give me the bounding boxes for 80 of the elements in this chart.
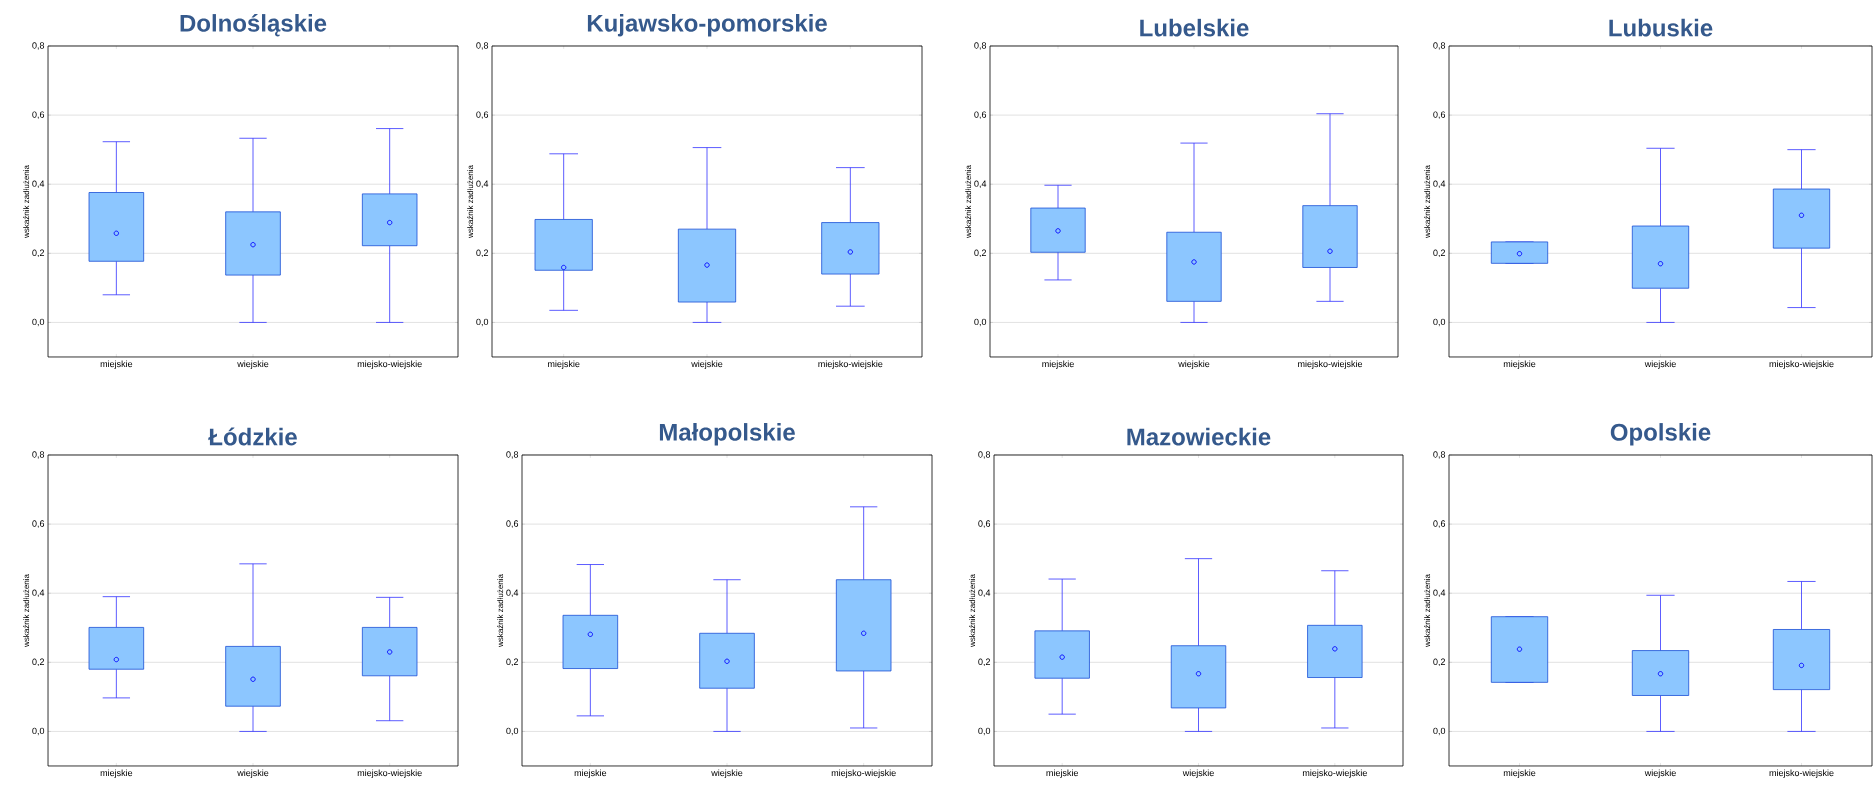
y-tick-label: 0,2 [506, 658, 519, 667]
y-axis-title: wskaźnik zadłużenia [23, 165, 30, 238]
x-tick-label: miejsko-wiejskie [1298, 360, 1363, 369]
y-tick-label: 0,0 [506, 727, 519, 736]
x-tick-label: wiejskie [1644, 360, 1676, 369]
x-tick-label: miejsko-wiejskie [1769, 769, 1834, 778]
y-tick-label: 0,8 [1433, 42, 1446, 50]
y-tick-label: 0,8 [974, 42, 987, 50]
y-tick-label: 0,6 [1433, 111, 1446, 119]
x-tick-label: miejskie [1046, 769, 1079, 778]
x-tick-label: miejskie [100, 360, 133, 369]
y-tick-label: 0,4 [1433, 180, 1446, 188]
y-tick-label: 0,4 [476, 180, 489, 188]
y-tick-label: 0,0 [32, 727, 45, 736]
y-tick-label: 0,0 [974, 318, 987, 327]
y-tick-label: 0,0 [978, 727, 991, 736]
y-tick-label: 0,8 [32, 451, 45, 459]
y-tick-label: 0,8 [476, 42, 489, 50]
y-axis-title: wskaźnik zadłużenia [497, 574, 504, 647]
x-tick-label: miejskie [574, 769, 607, 778]
y-axis-title: wskaźnik zadłużenia [467, 165, 474, 238]
x-tick-label: wiejskie [1644, 769, 1676, 778]
y-tick-label: 0,4 [974, 180, 987, 188]
y-axis-title: wskaźnik zadłużenia [1424, 574, 1431, 647]
chart-title: Lubuskie [1609, 18, 1713, 37]
x-tick-label: wiejskie [237, 769, 269, 778]
x-tick-label: wiejskie [1182, 769, 1214, 778]
x-tick-label: miejsko-wiejskie [831, 769, 896, 778]
y-tick-label: 0,8 [1433, 451, 1446, 459]
y-tick-label: 0,6 [476, 111, 489, 119]
y-tick-label: 0,4 [506, 589, 519, 597]
y-axis-title: wskaźnik zadłużenia [965, 165, 972, 238]
y-tick-label: 0,2 [32, 658, 45, 667]
y-tick-label: 0,8 [506, 451, 519, 459]
y-tick-label: 0,6 [978, 520, 991, 528]
x-tick-label: miejsko-wiejskie [1769, 360, 1834, 369]
y-tick-label: 0,0 [1433, 727, 1446, 736]
x-tick-label: wiejskie [691, 360, 723, 369]
y-tick-label: 0,2 [476, 249, 489, 258]
y-tick-label: 0,0 [476, 318, 489, 327]
y-tick-label: 0,2 [974, 249, 987, 258]
chart-title: Mazowieckie [1127, 427, 1271, 446]
y-tick-label: 0,6 [974, 111, 987, 119]
x-tick-label: miejskie [1042, 360, 1074, 369]
chart-title: Opolskie [1610, 423, 1711, 446]
chart-title: Lubelskie [1140, 18, 1249, 37]
y-tick-label: 0,6 [32, 111, 45, 119]
y-tick-label: 0,2 [32, 249, 45, 258]
x-tick-label: miejskie [548, 360, 580, 369]
y-tick-label: 0,4 [978, 589, 991, 597]
chart-title: Małopolskie [659, 423, 795, 446]
chart-title: Dolnośląskie [180, 13, 327, 37]
x-tick-label: miejsko-wiejskie [818, 360, 883, 369]
y-tick-label: 0,4 [1433, 589, 1446, 597]
x-tick-label: miejskie [1503, 769, 1536, 778]
y-tick-label: 0,2 [1433, 249, 1446, 258]
y-axis-title: wskaźnik zadłużenia [23, 574, 30, 647]
x-tick-label: wiejskie [237, 360, 269, 369]
x-tick-label: miejskie [1503, 360, 1536, 369]
x-tick-label: miejsko-wiejskie [357, 360, 422, 369]
y-tick-label: 0,6 [506, 520, 519, 528]
y-tick-label: 0,4 [32, 180, 45, 188]
y-tick-label: 0,0 [1433, 318, 1446, 327]
y-tick-label: 0,2 [978, 658, 991, 667]
y-tick-label: 0,8 [32, 42, 45, 50]
y-tick-label: 0,8 [978, 451, 991, 459]
y-tick-label: 0,4 [32, 589, 45, 597]
x-tick-label: miejsko-wiejskie [357, 769, 422, 778]
y-axis-title: wskaźnik zadłużenia [969, 574, 976, 647]
x-tick-label: wiejskie [711, 769, 743, 778]
y-tick-label: 0,0 [32, 318, 45, 327]
y-tick-label: 0,6 [32, 520, 45, 528]
x-tick-label: miejsko-wiejskie [1302, 769, 1367, 778]
x-tick-label: miejskie [100, 769, 133, 778]
y-tick-label: 0,6 [1433, 520, 1446, 528]
x-tick-label: wiejskie [1178, 360, 1210, 369]
y-tick-label: 0,2 [1433, 658, 1446, 667]
y-axis-title: wskaźnik zadłużenia [1424, 165, 1431, 238]
chart-title: Kujawsko-pomorskie [587, 14, 827, 37]
chart-title: Łódzkie [208, 427, 297, 446]
